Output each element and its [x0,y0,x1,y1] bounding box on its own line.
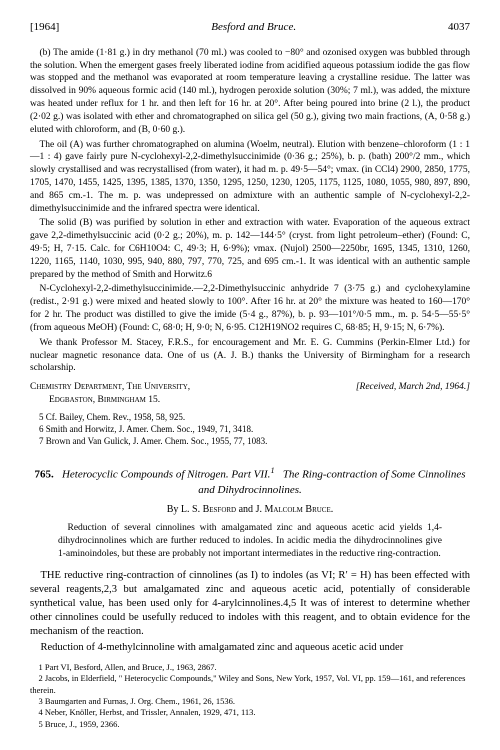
refs-block-a: 5 Cf. Bailey, Chem. Rev., 1958, 58, 925.… [30,411,470,447]
by-and: and [236,504,255,515]
paragraph-b: (b) The amide (1·81 g.) in dry methanol … [30,47,470,137]
body-paragraph-2: Reduction of 4-methylcinnoline with amal… [30,641,470,655]
author-2: J. Malcolm Bruce. [256,504,334,515]
footnotes-block: 1 Part VI, Besford, Allen, and Bruce, J.… [30,662,470,731]
header-authors: Besford and Bruce. [59,20,448,35]
paragraph-cyclohexyl: N-Cyclohexyl-2,2-dimethylsuccinimide.—2,… [30,283,470,334]
byline: By L. S. Besford and J. Malcolm Bruce. [30,503,470,517]
ref-6: 6 Smith and Horwitz, J. Amer. Chem. Soc.… [30,423,470,435]
ref-5: 5 Cf. Bailey, Chem. Rev., 1958, 58, 925. [30,411,470,423]
paragraph-solid-b: The solid (B) was purified by solution i… [30,217,470,281]
author-1: L. S. Besford [181,504,236,515]
footnote-5: 5 Bruce, J., 1959, 2366. [30,719,470,730]
header-page: 4037 [448,20,470,35]
footnote-2: 2 Jacobs, in Elderfield, " Heterocyclic … [30,673,470,696]
abstract-text: Reduction of several cinnolines with ama… [58,522,442,560]
dept-line2: Edgbaston, Birmingham 15. [30,394,190,407]
abstract: Reduction of several cinnolines with ama… [58,522,442,560]
footnote-3: 3 Baumgarten and Furnas, J. Org. Chem., … [30,696,470,707]
paragraph-oil-a: The oil (A) was further chromatographed … [30,139,470,216]
body-paragraph-1: THE reductive ring-contraction of cinnol… [30,569,470,640]
received-date: [Received, March 2nd, 1964.] [356,381,470,407]
title-footnote-marker: 1 [270,466,274,475]
footnote-4: 4 Neber, Knöller, Herbst, and Trissler, … [30,707,470,718]
footnote-1: 1 Part VI, Besford, Allen, and Bruce, J.… [30,662,470,673]
by-prefix: By [167,504,181,515]
article-title: 765. Heterocyclic Compounds of Nitrogen.… [30,465,470,498]
header-year: [1964] [30,20,59,35]
article-number: 765. [34,469,53,481]
article-title-part1: Heterocyclic Compounds of Nitrogen. Part… [62,469,270,481]
ref-7: 7 Brown and Van Gulick, J. Amer. Chem. S… [30,435,470,447]
department-block: Chemistry Department, The University, Ed… [30,381,470,407]
dept-line1: Chemistry Department, The University, [30,381,190,394]
department-address: Chemistry Department, The University, Ed… [30,381,190,407]
running-header: [1964] Besford and Bruce. 4037 [30,20,470,35]
paragraph-thanks: We thank Professor M. Stacey, F.R.S., fo… [30,337,470,375]
